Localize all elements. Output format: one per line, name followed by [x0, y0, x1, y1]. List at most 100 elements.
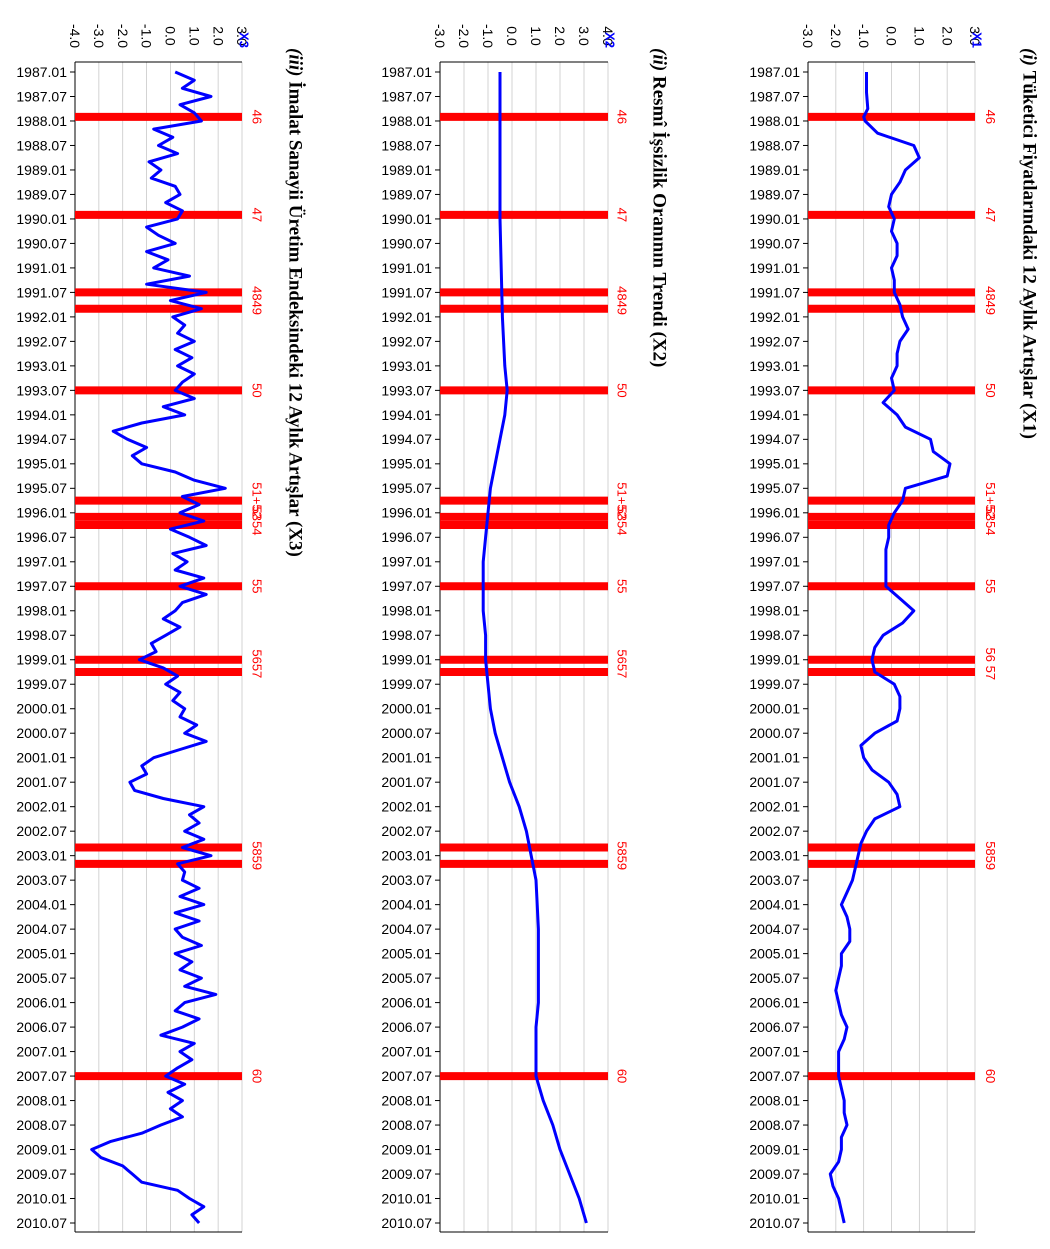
panel-title-prefix: (iii) — [284, 48, 305, 81]
x-tick-label: 2009.01 — [749, 1141, 800, 1157]
y-tick-label: -1.0 — [856, 24, 872, 48]
x-tick-label: 2010.07 — [16, 1215, 67, 1231]
x-tick-label: 2001.01 — [381, 750, 432, 766]
x-tick-label: 2001.07 — [381, 774, 432, 790]
x-tick-label: 2005.01 — [381, 946, 432, 962]
x-tick-label: 2005.07 — [381, 970, 432, 986]
event-label: 5859 — [614, 841, 629, 870]
x-tick-label: 2007.01 — [16, 1043, 67, 1059]
x-tick-label: 1999.01 — [16, 652, 67, 668]
x-tick-label: 1994.07 — [749, 431, 800, 447]
x-tick-label: 2007.07 — [381, 1068, 432, 1084]
x-tick-label: 2005.01 — [749, 946, 800, 962]
x-tick-label: 2000.07 — [749, 725, 800, 741]
y-tick-label: -2.0 — [456, 24, 472, 48]
y-tick-label: -3.0 — [800, 24, 816, 48]
x-tick-label: 2000.01 — [381, 701, 432, 717]
panel-title-text: İmalat Sanayii Üretim Endeksindeki 12 Ay… — [284, 81, 305, 557]
x-tick-label: 1995.01 — [16, 456, 67, 472]
x-tick-label: 1991.07 — [749, 284, 800, 300]
x-tick-label: 2010.07 — [381, 1215, 432, 1231]
x-tick-label: 1988.07 — [749, 137, 800, 153]
x-tick-label: 1992.01 — [381, 309, 432, 325]
x-tick-label: 1992.07 — [749, 333, 800, 349]
event-label: 55 — [614, 579, 629, 593]
x-tick-label: 1987.01 — [381, 64, 432, 80]
x-tick-label: 1996.01 — [749, 505, 800, 521]
x-tick-label: 1990.01 — [381, 211, 432, 227]
x-tick-label: 1999.07 — [16, 676, 67, 692]
y-tick-label: -2.0 — [828, 24, 844, 48]
x-tick-label: 1998.07 — [749, 627, 800, 643]
x-tick-label: 1987.01 — [749, 64, 800, 80]
x-tick-label: 1996.01 — [381, 505, 432, 521]
x-tick-label: 1998.07 — [381, 627, 432, 643]
x-tick-label: 2008.07 — [16, 1117, 67, 1133]
x-tick-label: 2010.01 — [749, 1190, 800, 1206]
series-name: X1 — [969, 32, 984, 48]
x-tick-label: 2003.07 — [16, 872, 67, 888]
x-tick-label: 1990.07 — [749, 235, 800, 251]
event-label: 56 57 — [983, 648, 998, 681]
x-tick-label: 1992.07 — [381, 333, 432, 349]
x-tick-label: 2009.01 — [381, 1141, 432, 1157]
x-tick-label: 1991.01 — [16, 260, 67, 276]
panel-x3-rotated-frame: 3.02.01.00.0-1.0-2.0-3.0-4.01987.011987.… — [16, 24, 305, 1232]
event-label: 5354 — [983, 507, 998, 536]
x-tick-label: 2006.01 — [749, 994, 800, 1010]
x-tick-label: 1997.07 — [381, 578, 432, 594]
y-tick-label: -4.0 — [67, 24, 83, 48]
event-label: 60 — [983, 1069, 998, 1083]
x-tick-label: 1993.01 — [381, 358, 432, 374]
x-tick-label: 1997.07 — [749, 578, 800, 594]
y-tick-label: 1.0 — [186, 26, 202, 46]
x-tick-label: 2008.07 — [749, 1117, 800, 1133]
x-tick-label: 2007.07 — [16, 1068, 67, 1084]
event-label: 46 — [614, 110, 629, 124]
x-tick-label: 1994.01 — [16, 407, 67, 423]
x-tick-label: 1996.07 — [381, 529, 432, 545]
x-tick-label: 2003.07 — [381, 872, 432, 888]
x-tick-label: 2004.01 — [381, 897, 432, 913]
x-tick-label: 1997.07 — [16, 578, 67, 594]
x-tick-label: 2009.07 — [16, 1166, 67, 1182]
series-name: X2 — [602, 32, 617, 48]
x-tick-label: 2000.01 — [749, 701, 800, 717]
x-tick-label: 2010.01 — [381, 1190, 432, 1206]
x-tick-label: 1987.07 — [381, 88, 432, 104]
series-line — [92, 72, 226, 1223]
event-label: 4849 — [614, 286, 629, 315]
x-tick-label: 1990.07 — [381, 235, 432, 251]
panel-title: (ii) Resmî İşsizlik Oranının Trendi (X2) — [648, 48, 669, 367]
x-tick-label: 1989.07 — [381, 186, 432, 202]
x-tick-label: 1998.07 — [16, 627, 67, 643]
x-tick-label: 1995.01 — [381, 456, 432, 472]
x-tick-label: 1995.07 — [381, 480, 432, 496]
x-tick-label: 2009.07 — [381, 1166, 432, 1182]
x-tick-label: 1997.01 — [381, 554, 432, 570]
y-tick-label: 3.0 — [576, 26, 592, 46]
x-tick-label: 2010.07 — [749, 1215, 800, 1231]
x-tick-label: 1996.07 — [749, 529, 800, 545]
x-tick-label: 2002.07 — [749, 823, 800, 839]
event-label: 50 — [249, 383, 264, 397]
x-tick-label: 2007.07 — [749, 1068, 800, 1084]
x-tick-label: 2002.01 — [16, 799, 67, 815]
x-tick-label: 2004.01 — [749, 897, 800, 913]
x-tick-label: 1988.07 — [381, 137, 432, 153]
y-tick-label: 0.0 — [884, 26, 900, 46]
x-tick-label: 1990.01 — [749, 211, 800, 227]
x-tick-label: 2002.01 — [381, 799, 432, 815]
x-tick-label: 1996.07 — [16, 529, 67, 545]
x-tick-label: 1991.07 — [381, 284, 432, 300]
event-label: 47 — [614, 208, 629, 222]
x-tick-label: 2003.01 — [381, 848, 432, 864]
x-tick-label: 1990.01 — [16, 211, 67, 227]
y-tick-label: 2.0 — [939, 26, 955, 46]
event-label: 5859 — [983, 841, 998, 870]
x-tick-label: 2001.01 — [16, 750, 67, 766]
